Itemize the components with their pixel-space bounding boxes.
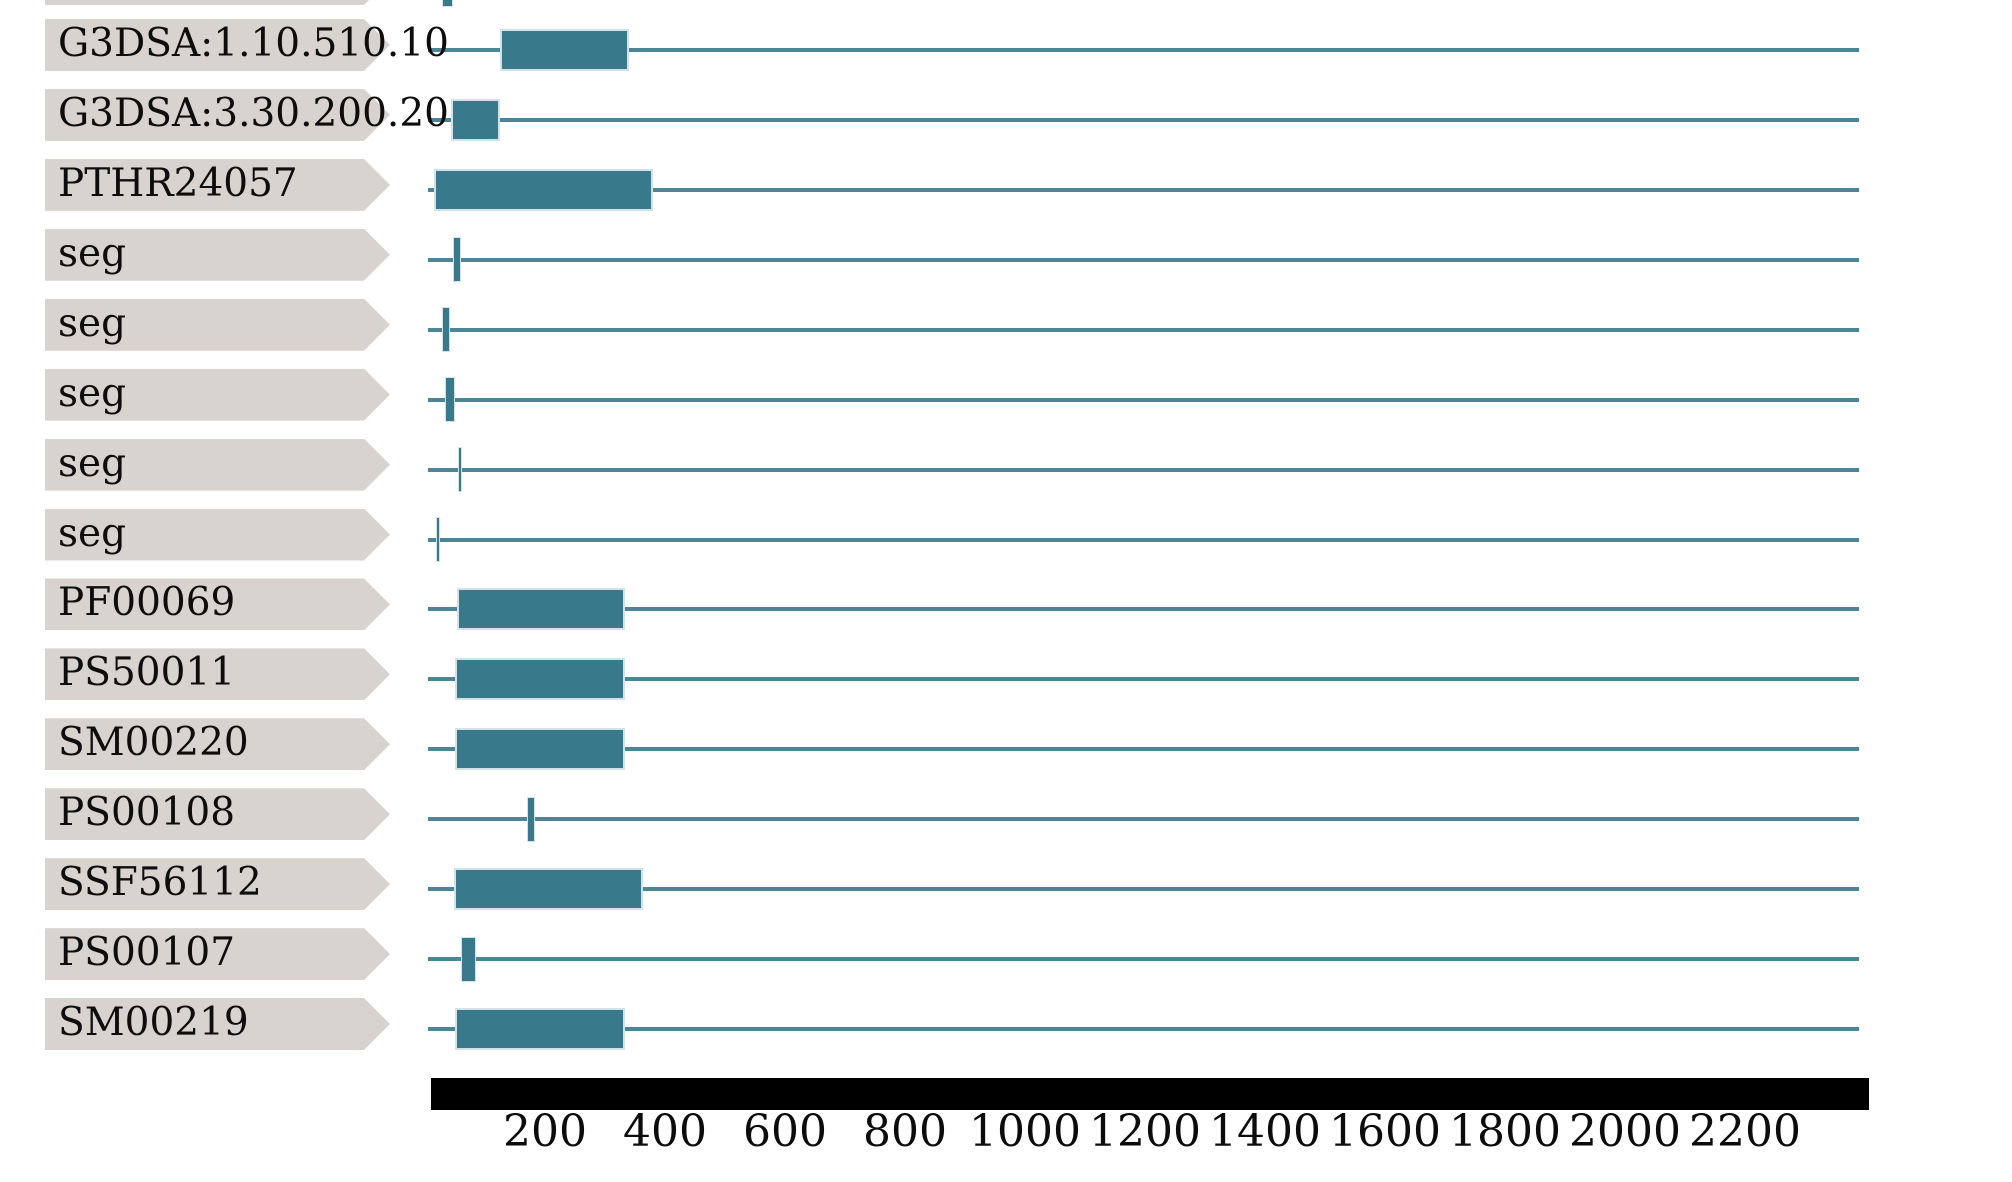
track-label: G3DSA:3.30.200.20: [58, 90, 449, 136]
axis-tick-label: 1600: [1329, 1106, 1441, 1157]
feature-box[interactable]: [434, 168, 653, 211]
track-label-tag[interactable]: [45, 648, 390, 701]
track-label: PTHR24057: [58, 160, 298, 206]
axis-tick-label: 800: [863, 1106, 947, 1157]
track-label: G3DSA:1.10.510.10: [58, 21, 449, 66]
sequence-backbone-line: [428, 117, 1859, 122]
sequence-backbone-line: [428, 537, 1859, 542]
sequence-backbone-line: [428, 817, 1859, 822]
track-label-tag[interactable]: [45, 228, 390, 281]
sequence-backbone-line: [428, 607, 1859, 612]
axis-bar: [431, 1078, 1869, 1110]
axis-tick-label: 200: [503, 1106, 587, 1157]
axis-tick-label: 1200: [1089, 1106, 1201, 1157]
track-label-tag[interactable]: [45, 578, 390, 631]
feature-tick[interactable]: [461, 936, 476, 982]
track-label-tag[interactable]: [45, 298, 390, 351]
feature-tick[interactable]: [453, 237, 461, 283]
feature-box[interactable]: [450, 98, 500, 141]
track-label-tag[interactable]: [45, 858, 390, 911]
sequence-backbone-line: [428, 397, 1859, 402]
track-label-tag[interactable]: [45, 88, 390, 141]
feature-box[interactable]: [455, 1008, 625, 1051]
feature-tick[interactable]: [527, 796, 535, 842]
track-label: PS50011: [58, 650, 236, 696]
axis-tick-label: 1800: [1449, 1106, 1561, 1157]
track-label-tag[interactable]: [45, 998, 390, 1051]
track-label-tag[interactable]: [45, 788, 390, 841]
feature-box[interactable]: [456, 588, 625, 631]
feature-tick[interactable]: [444, 377, 455, 423]
track-label: seg: [58, 440, 127, 486]
track-label: PS00108: [58, 790, 236, 836]
track-label-tag[interactable]: [45, 19, 390, 71]
track-label-tag[interactable]: [45, 718, 390, 771]
track-label: seg: [58, 370, 127, 416]
sequence-backbone-line: [428, 467, 1859, 472]
axis-tick-label: 1400: [1209, 1106, 1321, 1157]
track-label-tag[interactable]: [45, 0, 390, 5]
track-label-tag[interactable]: [45, 368, 390, 421]
sequence-backbone-line: [428, 957, 1859, 962]
feature-box[interactable]: [500, 29, 629, 71]
sequence-backbone-line: [428, 677, 1859, 682]
track-label: seg: [58, 510, 127, 556]
feature-tick[interactable]: [441, 0, 454, 7]
track-label: PF00069: [58, 580, 236, 626]
axis-tick-label: 600: [743, 1106, 827, 1157]
track-label: PS00107: [58, 930, 236, 976]
sequence-backbone-line: [428, 48, 1859, 52]
track-label: SM00219: [58, 1000, 249, 1046]
feature-box[interactable]: [453, 868, 643, 911]
axis-tick-label: 2000: [1569, 1106, 1681, 1157]
sequence-backbone-line: [428, 1027, 1859, 1032]
track-label-tag[interactable]: [45, 508, 390, 561]
sequence-backbone-line: [428, 327, 1859, 332]
feature-tick[interactable]: [458, 447, 463, 493]
feature-box[interactable]: [455, 728, 625, 771]
feature-tick[interactable]: [435, 517, 440, 562]
feature-box[interactable]: [455, 658, 625, 701]
axis-tick-label: 400: [623, 1106, 707, 1157]
track-label-tag[interactable]: [45, 158, 390, 211]
track-label-tag[interactable]: [45, 928, 390, 981]
track-label: seg: [58, 300, 127, 346]
sequence-backbone-line: [428, 187, 1859, 192]
feature-tick[interactable]: [441, 307, 451, 353]
track-label-tag[interactable]: [45, 438, 390, 491]
sequence-backbone-line: [428, 257, 1859, 262]
sequence-backbone-line: [428, 887, 1859, 892]
axis-tick-label: 1000: [969, 1106, 1081, 1157]
axis-tick-label: 2200: [1689, 1106, 1801, 1157]
track-label: SM00220: [58, 720, 249, 766]
track-label: seg: [58, 230, 127, 276]
track-label: SSF56112: [58, 860, 262, 906]
sequence-backbone-line: [428, 747, 1859, 752]
